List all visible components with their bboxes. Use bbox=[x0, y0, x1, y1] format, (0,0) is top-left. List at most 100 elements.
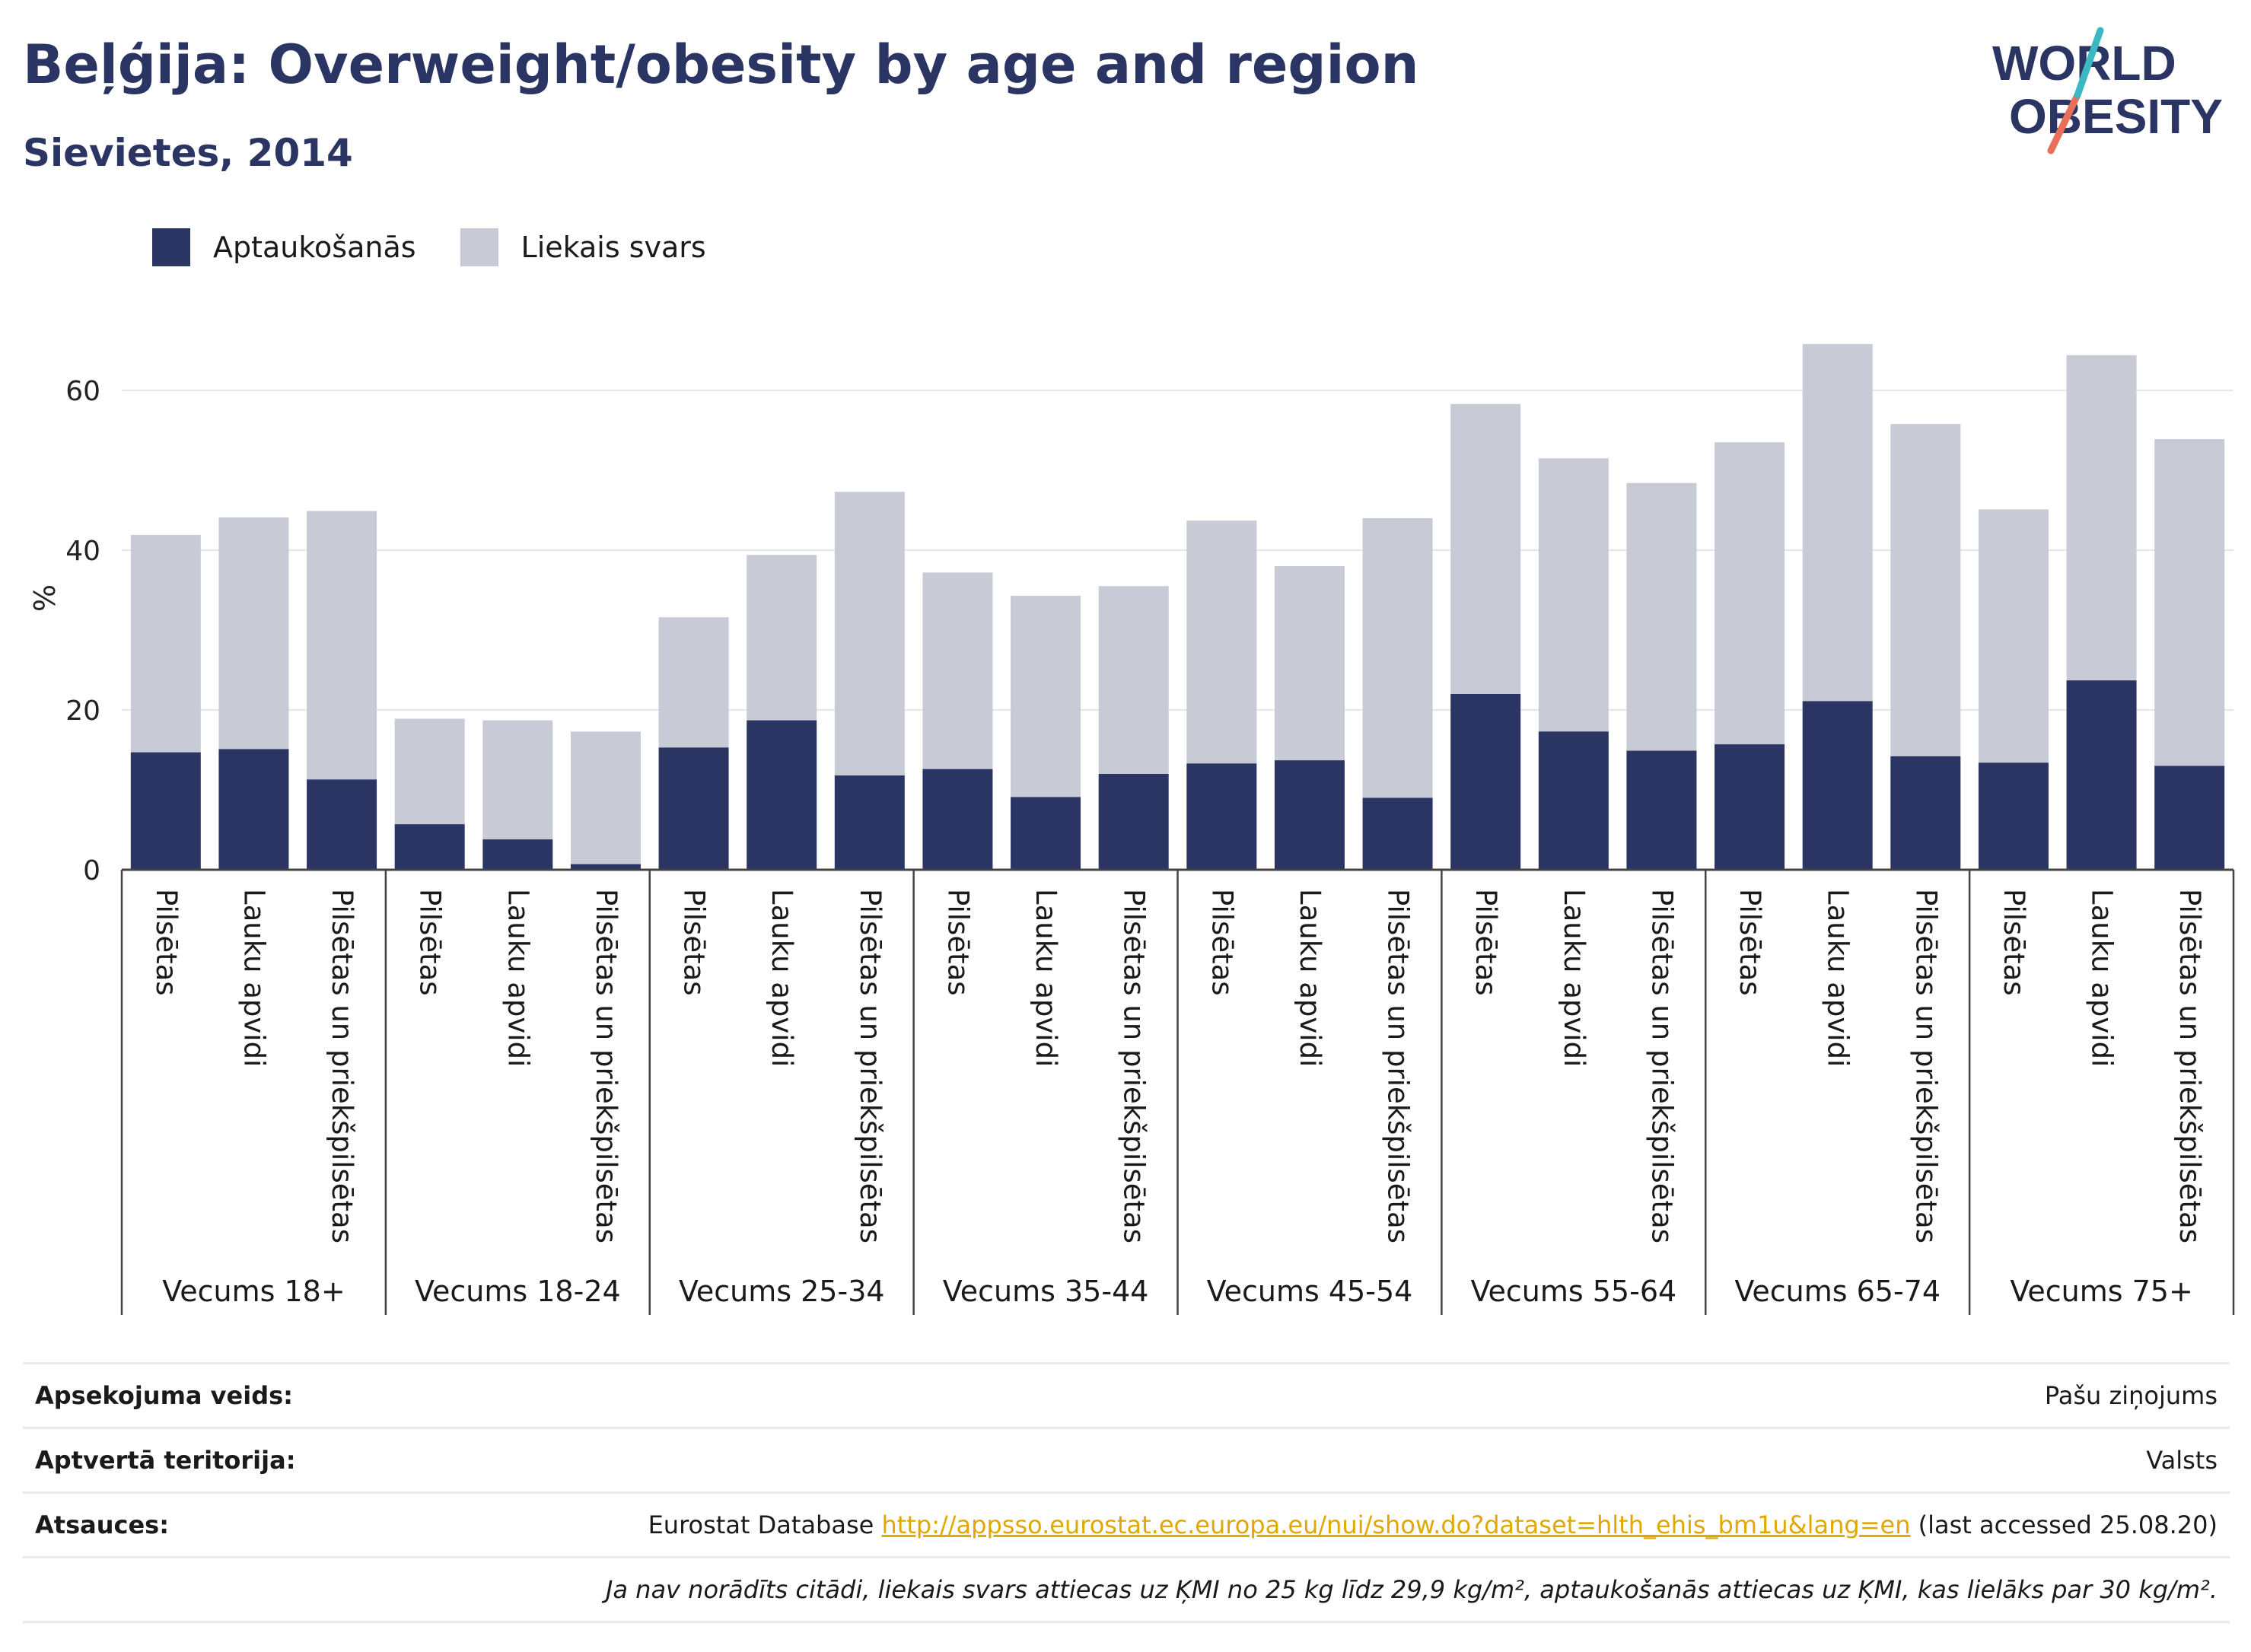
x-category-label: Pilsētas un priekšpilsētas bbox=[1645, 889, 1678, 1243]
bar-obesity bbox=[394, 824, 465, 870]
x-group-label: Vecums 25-34 bbox=[679, 1275, 885, 1308]
legend-item-overweight[interactable]: Liekais svars bbox=[460, 228, 706, 266]
bar-obesity bbox=[218, 749, 289, 870]
bar-overweight bbox=[922, 572, 993, 769]
x-category-label: Lauku apvidi bbox=[1822, 889, 1855, 1067]
info-value: Eurostat Database http://appsso.eurostat… bbox=[648, 1510, 2230, 1539]
info-label: Aptvertā teritorija: bbox=[35, 1446, 296, 1475]
bar-overweight bbox=[1362, 518, 1433, 798]
page-subtitle: Sievietes, 2014 bbox=[23, 131, 353, 175]
x-category-label: Lauku apvidi bbox=[501, 889, 534, 1067]
y-tick-label: 40 bbox=[65, 536, 100, 567]
logo-slash-red bbox=[2047, 91, 2081, 154]
info-table: Apsekojuma veids: Pašu ziņojums Aptvertā… bbox=[23, 1362, 2230, 1623]
bar-chart: 0 20 40 60% Pilsētas Lauku apvidi Pilsētas un … bbox=[28, 344, 2235, 1315]
x-category-label: Lauku apvidi bbox=[766, 889, 798, 1067]
source-suffix: (last accessed 25.08.20) bbox=[1910, 1510, 2218, 1539]
bar-obesity bbox=[1274, 760, 1345, 870]
bar-overweight bbox=[834, 492, 905, 776]
x-category-label: Pilsētas un priekšpilsētas bbox=[1118, 889, 1151, 1243]
y-tick-label: 0 bbox=[83, 855, 100, 886]
bar-overweight bbox=[1802, 344, 1873, 702]
x-category-label: Pilsētas un priekšpilsētas bbox=[1382, 889, 1415, 1243]
definition-note: Ja nav norādīts citādi, liekais svars at… bbox=[605, 1575, 2218, 1604]
bar-obesity bbox=[1978, 762, 2049, 870]
x-group-label: Vecums 18+ bbox=[162, 1275, 345, 1308]
source-prefix: Eurostat Database bbox=[648, 1510, 882, 1539]
y-tick-label: 20 bbox=[65, 695, 100, 727]
legend-label-overweight: Liekais svars bbox=[521, 231, 706, 264]
bar-obesity bbox=[1802, 701, 1873, 870]
x-group-label: Vecums 65-74 bbox=[1734, 1275, 1941, 1308]
x-category-label: Pilsētas bbox=[150, 889, 183, 996]
bar-obesity bbox=[1362, 797, 1433, 870]
info-label: Apsekojuma veids: bbox=[35, 1381, 293, 1410]
page-title: Beļģija: Overweight/obesity by age and r… bbox=[23, 33, 1419, 96]
x-category-label: Lauku apvidi bbox=[237, 889, 270, 1067]
x-group-label: Vecums 35-44 bbox=[943, 1275, 1149, 1308]
bar-obesity bbox=[1186, 763, 1257, 870]
x-category-label: Pilsētas bbox=[414, 889, 447, 996]
bar-overweight bbox=[747, 555, 817, 721]
bar-overweight bbox=[2066, 355, 2137, 681]
bar-overweight bbox=[307, 511, 377, 780]
bar-overweight bbox=[1715, 442, 1785, 745]
x-category-label: Pilsētas bbox=[1205, 889, 1238, 996]
logo-slash-teal bbox=[2074, 27, 2104, 99]
legend-label-obesity: Aptaukošanās bbox=[213, 231, 416, 264]
bar-obesity bbox=[658, 747, 729, 870]
info-row-references: Atsauces: Eurostat Database http://appss… bbox=[23, 1491, 2230, 1556]
bar-overweight bbox=[1098, 586, 1169, 774]
bar-obesity bbox=[482, 839, 553, 870]
x-group-label: Vecums 45-54 bbox=[1207, 1275, 1413, 1308]
x-category-label: Pilsētas un priekšpilsētas bbox=[326, 889, 358, 1243]
x-category-label: Pilsētas un priekšpilsētas bbox=[854, 889, 887, 1243]
bar-obesity bbox=[1626, 750, 1697, 870]
x-category-label: Pilsētas bbox=[941, 889, 974, 996]
x-group-label: Vecums 18-24 bbox=[415, 1275, 621, 1308]
bar-obesity bbox=[1098, 774, 1169, 870]
world-obesity-logo: WORLD OBESITY bbox=[1992, 27, 2223, 154]
legend-swatch-overweight bbox=[460, 228, 498, 266]
info-label: Atsauces: bbox=[35, 1510, 169, 1539]
bar-obesity bbox=[570, 864, 641, 870]
info-row-note: Ja nav norādīts citādi, liekais svars at… bbox=[23, 1556, 2230, 1623]
source-link[interactable]: http://appsso.eurostat.ec.europa.eu/nui/… bbox=[881, 1510, 1911, 1539]
logo-line-2: OBESITY bbox=[2009, 89, 2223, 144]
x-category-label: Pilsētas bbox=[1734, 889, 1766, 996]
bar-obesity bbox=[834, 775, 905, 870]
bar-obesity bbox=[1450, 694, 1521, 870]
bar-obesity bbox=[1011, 797, 1081, 870]
bar-obesity bbox=[2066, 680, 2137, 870]
x-group-label: Vecums 55-64 bbox=[1470, 1275, 1676, 1308]
bar-overweight bbox=[1538, 458, 1609, 732]
bar-obesity bbox=[1890, 756, 1961, 870]
x-category-label: Pilsētas un priekšpilsētas bbox=[1909, 889, 1942, 1243]
x-category-label: Pilsētas bbox=[1469, 889, 1502, 996]
bar-overweight bbox=[1626, 482, 1697, 751]
bar-overweight bbox=[1186, 520, 1257, 764]
x-category-label: Lauku apvidi bbox=[2086, 889, 2119, 1067]
y-axis-label: % bbox=[28, 584, 62, 612]
bar-overweight bbox=[658, 617, 729, 748]
info-value: Valsts bbox=[2146, 1446, 2218, 1475]
legend-swatch-obesity bbox=[152, 228, 190, 266]
legend-item-obesity[interactable]: Aptaukošanās bbox=[152, 228, 416, 266]
bar-overweight bbox=[1011, 595, 1081, 797]
bar-obesity bbox=[1715, 744, 1785, 870]
x-category-label: Pilsētas un priekšpilsētas bbox=[2173, 889, 2206, 1243]
info-value: Pašu ziņojums bbox=[2044, 1381, 2218, 1410]
bar-obesity bbox=[922, 769, 993, 870]
bar-overweight bbox=[1978, 509, 2049, 763]
bar-overweight bbox=[1274, 566, 1345, 761]
x-category-label: Lauku apvidi bbox=[1030, 889, 1062, 1067]
x-group-label: Vecums 75+ bbox=[2010, 1275, 2193, 1308]
chart-legend: Aptaukošanās Liekais svars bbox=[152, 224, 729, 270]
bar-overweight bbox=[482, 720, 553, 840]
bar-overweight bbox=[1890, 424, 1961, 756]
bar-overweight bbox=[218, 517, 289, 750]
x-category-label: Lauku apvidi bbox=[1294, 889, 1326, 1067]
x-category-label: Pilsētas un priekšpilsētas bbox=[590, 889, 622, 1243]
info-row-survey-type: Apsekojuma veids: Pašu ziņojums bbox=[23, 1362, 2230, 1427]
bar-obesity bbox=[1538, 731, 1609, 870]
